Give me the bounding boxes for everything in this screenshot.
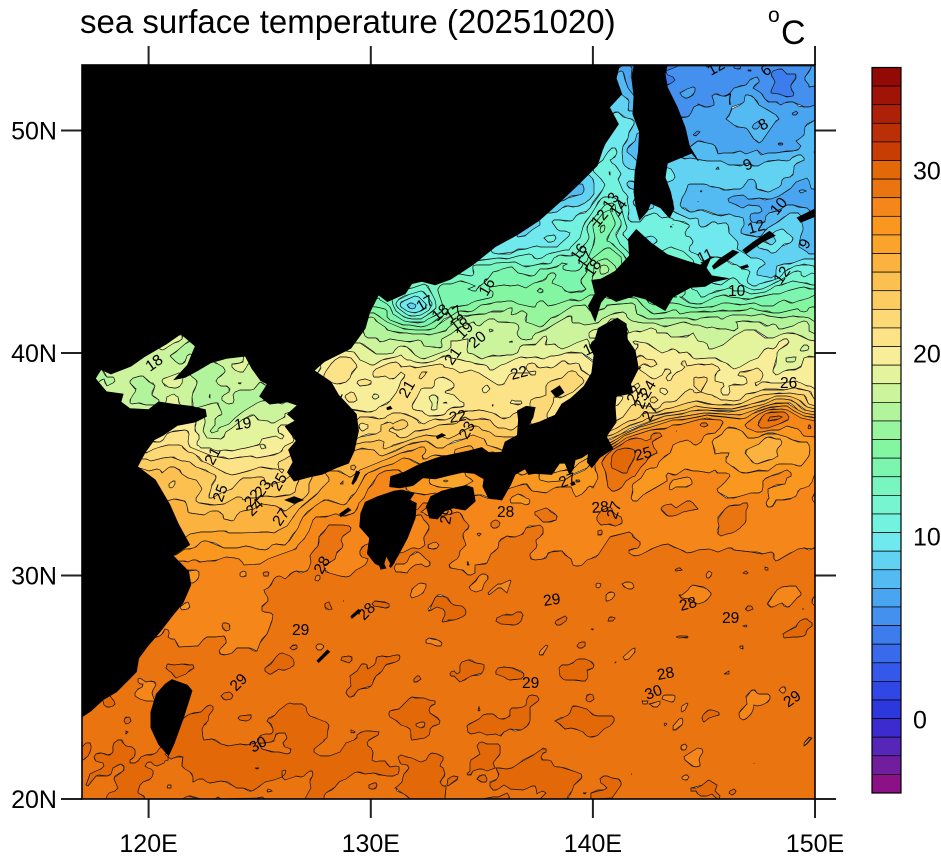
svg-text:21: 21 <box>396 378 419 401</box>
svg-text:30: 30 <box>247 733 271 757</box>
svg-text:120E: 120E <box>119 830 177 858</box>
svg-text:26: 26 <box>780 375 797 392</box>
svg-text:29: 29 <box>437 506 457 526</box>
svg-text:21: 21 <box>202 445 225 468</box>
svg-text:10: 10 <box>728 283 746 300</box>
svg-text:28: 28 <box>311 554 334 577</box>
svg-text:30N: 30N <box>11 563 57 591</box>
svg-text:20: 20 <box>913 341 941 369</box>
svg-text:25: 25 <box>210 482 232 504</box>
svg-text:29: 29 <box>722 610 739 627</box>
svg-text:24: 24 <box>637 377 661 401</box>
svg-text:130E: 130E <box>342 830 400 858</box>
svg-text:o: o <box>768 4 780 27</box>
svg-text:16: 16 <box>476 276 499 299</box>
svg-text:0: 0 <box>913 707 927 735</box>
svg-text:19: 19 <box>581 337 604 360</box>
svg-text:27: 27 <box>269 505 293 529</box>
svg-text:22: 22 <box>509 363 530 384</box>
svg-text:C: C <box>781 14 806 52</box>
svg-text:22: 22 <box>448 407 468 427</box>
svg-text:18: 18 <box>581 256 605 280</box>
svg-text:16: 16 <box>567 240 591 264</box>
svg-text:27: 27 <box>639 401 662 424</box>
svg-text:29: 29 <box>292 622 309 639</box>
svg-text:25: 25 <box>633 444 654 465</box>
svg-text:18: 18 <box>143 351 167 375</box>
svg-text:22: 22 <box>624 383 646 405</box>
svg-text:17: 17 <box>443 302 467 326</box>
svg-text:21: 21 <box>621 356 644 379</box>
svg-text:25: 25 <box>268 471 291 494</box>
svg-text:27: 27 <box>557 470 579 492</box>
svg-text:17: 17 <box>574 248 598 272</box>
svg-text:20N: 20N <box>11 786 57 814</box>
svg-text:28: 28 <box>497 504 514 521</box>
svg-text:23: 23 <box>251 476 275 500</box>
svg-text:23: 23 <box>456 419 479 442</box>
svg-text:12: 12 <box>746 217 767 238</box>
svg-text:13: 13 <box>599 189 623 213</box>
svg-text:10: 10 <box>913 524 941 552</box>
svg-text:21: 21 <box>441 344 465 368</box>
svg-text:20: 20 <box>610 344 634 368</box>
svg-text:140E: 140E <box>564 830 622 858</box>
svg-text:19: 19 <box>233 415 252 434</box>
svg-text:sea surface temperature (20251: sea surface temperature (20251020) <box>80 3 616 40</box>
svg-text:30: 30 <box>913 158 941 186</box>
svg-text:27: 27 <box>604 499 626 521</box>
svg-text:29: 29 <box>522 675 539 692</box>
svg-text:50N: 50N <box>11 118 57 146</box>
svg-text:17: 17 <box>414 292 437 315</box>
svg-text:40N: 40N <box>11 340 57 368</box>
svg-text:11: 11 <box>695 245 717 267</box>
svg-text:23: 23 <box>584 377 607 400</box>
svg-text:28: 28 <box>678 594 699 615</box>
svg-text:28: 28 <box>591 499 610 517</box>
svg-text:12: 12 <box>770 263 794 287</box>
svg-text:21: 21 <box>325 389 347 411</box>
svg-text:150E: 150E <box>786 830 844 858</box>
svg-text:23: 23 <box>631 389 653 411</box>
svg-text:29: 29 <box>781 687 805 711</box>
svg-text:28: 28 <box>656 664 676 684</box>
svg-text:29: 29 <box>542 591 561 610</box>
svg-text:30: 30 <box>643 682 665 704</box>
